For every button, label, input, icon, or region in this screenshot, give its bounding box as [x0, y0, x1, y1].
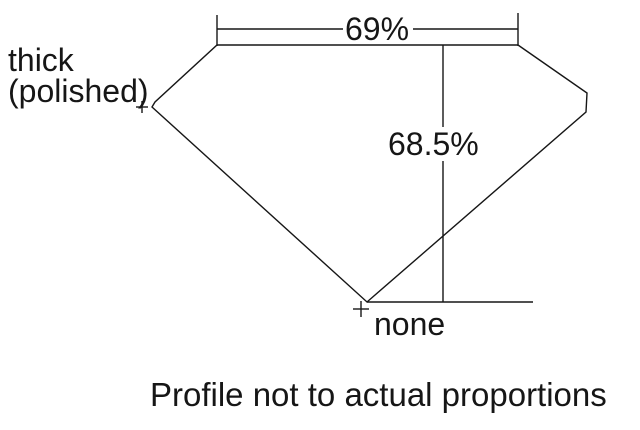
culet-marker-cross-icon: [353, 301, 369, 317]
depth-label: 68.5%: [388, 126, 479, 162]
diamond-outline: [151, 44, 588, 303]
table-width-bracket: [216, 13, 519, 46]
table-width-label: 69%: [345, 11, 410, 47]
girdle-label: thick (polished): [8, 42, 149, 109]
girdle-marker-cross-icon: [136, 101, 148, 113]
culet-label: none: [374, 306, 446, 342]
diagram-caption: Profile not to actual proportions: [150, 376, 607, 413]
